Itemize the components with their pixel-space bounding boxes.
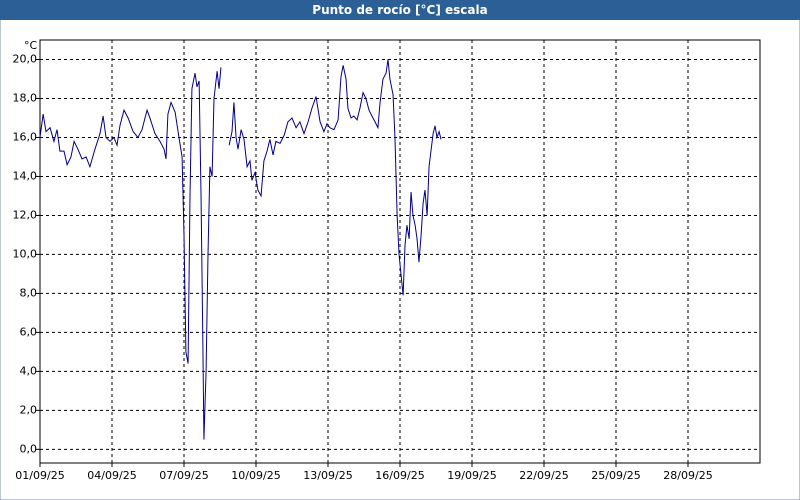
y-tick-label: 6,0 xyxy=(20,325,38,338)
y-tick-label: 10,0 xyxy=(13,247,38,260)
x-tick-label: 13/09/25 xyxy=(303,469,352,482)
y-tick-label: 4,0 xyxy=(20,364,38,377)
x-tick-label: 10/09/25 xyxy=(231,469,280,482)
data-line xyxy=(39,59,442,440)
y-tick-label: 0,0 xyxy=(20,442,38,455)
y-tick-label: 16,0 xyxy=(13,130,38,143)
y-tick-label: 2,0 xyxy=(20,403,38,416)
x-tick-label: 07/09/25 xyxy=(159,469,208,482)
title-bar xyxy=(0,0,800,20)
x-tick-label: 22/09/25 xyxy=(519,469,568,482)
chart-title: Punto de rocío [°C] escala xyxy=(312,3,487,17)
x-tick-label: 25/09/25 xyxy=(591,469,640,482)
x-tick-label: 16/09/25 xyxy=(375,469,424,482)
y-tick-label: 12,0 xyxy=(13,208,38,221)
y-unit: °C xyxy=(24,39,38,52)
y-tick-label: 20,0 xyxy=(13,52,38,65)
x-tick-label: 04/09/25 xyxy=(87,469,136,482)
y-tick-label: 14,0 xyxy=(13,169,38,182)
x-tick-label: 19/09/25 xyxy=(447,469,496,482)
y-tick-label: 18,0 xyxy=(13,91,38,104)
x-tick-label: 28/09/25 xyxy=(663,469,712,482)
y-tick-label: 8,0 xyxy=(20,286,38,299)
x-tick-label: 01/09/25 xyxy=(15,469,64,482)
